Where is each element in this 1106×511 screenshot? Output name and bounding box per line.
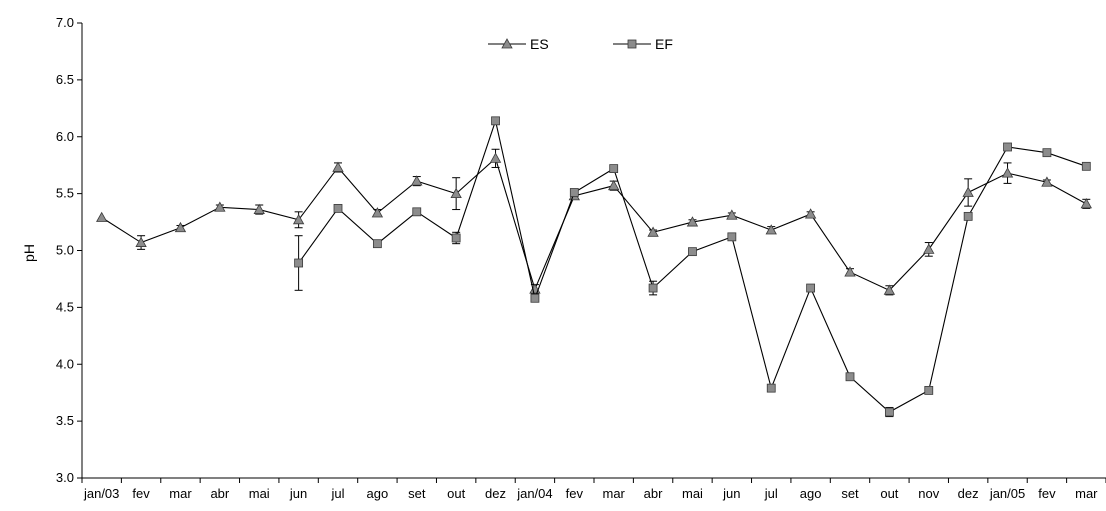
data-point-ef: [845, 372, 855, 382]
y-tick-label: 6.5: [56, 72, 74, 87]
series-ef: [294, 116, 1091, 418]
x-tick-label: jul: [330, 486, 344, 501]
legend-label: ES: [530, 36, 549, 52]
data-point-es: [923, 243, 935, 254]
legend-marker-ef: [627, 39, 637, 49]
x-tick-label: dez: [485, 486, 506, 501]
data-point-es: [292, 213, 305, 225]
x-tick-label: jan/05: [989, 486, 1025, 501]
legend-item-es: ES: [488, 36, 549, 52]
data-point-es: [686, 216, 699, 227]
x-tick-label: fev: [566, 486, 584, 501]
x-tick-label: dez: [958, 486, 979, 501]
data-point-ef: [530, 293, 540, 303]
data-point-ef: [569, 188, 579, 197]
data-point-es: [647, 226, 659, 237]
data-point-es: [135, 236, 147, 247]
data-point-es: [844, 266, 856, 277]
y-tick-label: 4.0: [56, 356, 74, 371]
data-point-ef: [372, 239, 382, 249]
data-point-ef: [727, 232, 737, 242]
y-ticks: 3.0 3.5 4.0 4.5 5.0 5.5 6.0 6.5 7.0: [56, 15, 82, 485]
x-tick-label: jun: [722, 486, 740, 501]
data-point-ef: [412, 207, 422, 217]
series-layer: [96, 116, 1092, 418]
data-point-es: [332, 161, 344, 172]
data-point-es: [450, 187, 462, 199]
data-point-es: [962, 186, 974, 197]
x-tick-label: jan/03: [83, 486, 119, 501]
data-point-es: [96, 211, 108, 222]
data-point-es: [608, 179, 620, 191]
y-tick-label: 4.5: [56, 299, 74, 314]
data-point-ef: [333, 204, 343, 213]
axes: [81, 23, 1106, 479]
data-point-es: [883, 284, 896, 295]
x-tick-label: jan/04: [516, 486, 552, 501]
data-point-ef: [1003, 142, 1012, 152]
legend-item-ef: EF: [613, 36, 673, 52]
data-point-ef: [451, 233, 461, 243]
data-point-es: [804, 208, 817, 219]
x-tick-label: mai: [682, 486, 703, 501]
data-point-ef: [294, 258, 304, 268]
data-point-es: [489, 152, 502, 163]
data-point-es: [174, 221, 187, 233]
y-tick-label: 5.5: [56, 186, 74, 201]
data-point-es: [411, 175, 423, 186]
x-tick-label: mai: [249, 486, 270, 501]
y-tick-label: 3.0: [56, 470, 74, 485]
data-point-es: [1080, 198, 1092, 209]
series-es: [96, 148, 1092, 296]
data-point-ef: [1042, 148, 1052, 158]
y-axis-title: pH: [21, 244, 37, 262]
data-point-ef: [609, 164, 619, 174]
x-tick-label: jun: [289, 486, 307, 501]
data-point-es: [214, 201, 226, 212]
x-tick-label: mar: [602, 486, 625, 501]
data-point-ef: [491, 116, 500, 126]
data-point-ef: [806, 283, 816, 293]
series-line-ef: [298, 118, 1087, 413]
x-tick-label: set: [408, 486, 426, 501]
x-ticks: jan/03 fev mar abr mai jun jul ago set out dez jan/…: [81, 478, 1106, 501]
x-tick-label: set: [841, 486, 859, 501]
data-point-es: [726, 209, 738, 220]
y-tick-label: 6.0: [56, 129, 74, 144]
y-tick-label: 3.5: [56, 413, 74, 428]
data-point-ef: [884, 407, 894, 417]
x-tick-label: abr: [644, 486, 663, 501]
x-tick-label: mar: [1075, 486, 1098, 501]
data-point-ef: [1081, 161, 1091, 171]
data-point-es: [765, 224, 777, 235]
data-point-es: [1041, 176, 1053, 187]
x-tick-label: mar: [169, 486, 192, 501]
x-tick-label: out: [880, 486, 898, 501]
data-point-ef: [766, 383, 776, 393]
data-point-es: [371, 207, 384, 218]
y-tick-label: 7.0: [56, 15, 74, 30]
data-point-ef: [648, 283, 658, 293]
legend-label: EF: [655, 36, 673, 52]
x-tick-label: out: [447, 486, 465, 501]
x-tick-label: fev: [1038, 486, 1056, 501]
series-line-es: [101, 157, 1087, 291]
data-point-ef: [688, 247, 697, 257]
data-point-es: [253, 203, 265, 214]
data-point-es: [1001, 167, 1014, 178]
legend-marker-es: [501, 38, 513, 49]
y-tick-label: 5.0: [56, 243, 74, 258]
x-tick-label: fev: [132, 486, 150, 501]
x-tick-label: nov: [918, 486, 939, 501]
data-point-ef: [924, 386, 934, 395]
legend: ES EF: [488, 36, 673, 52]
x-tick-label: ago: [367, 486, 389, 501]
x-tick-label: jul: [764, 486, 778, 501]
x-tick-label: abr: [210, 486, 229, 501]
data-point-ef: [963, 211, 973, 221]
x-tick-label: ago: [800, 486, 822, 501]
